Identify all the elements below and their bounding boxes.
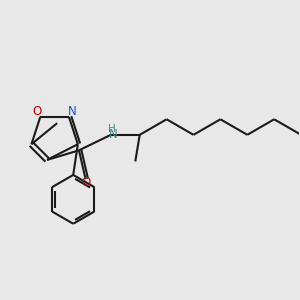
Text: N: N xyxy=(68,105,77,118)
Text: H: H xyxy=(108,124,116,134)
Text: O: O xyxy=(32,105,41,118)
Text: O: O xyxy=(81,176,90,189)
Text: N: N xyxy=(109,128,118,141)
